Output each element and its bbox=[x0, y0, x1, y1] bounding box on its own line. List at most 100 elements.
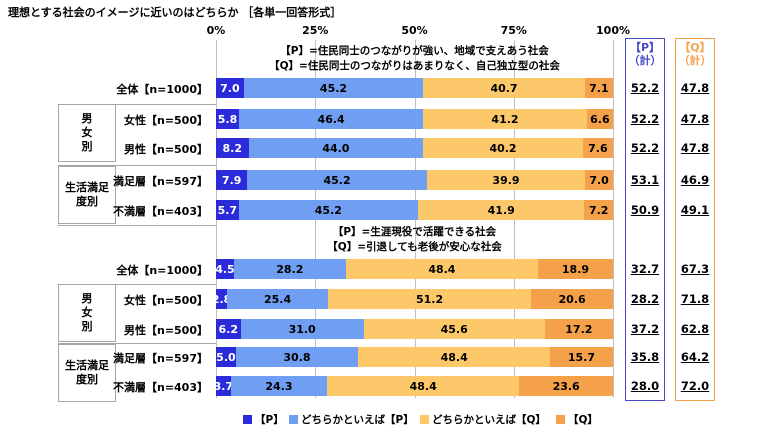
lean-p-segment: 44.0 bbox=[248, 138, 424, 158]
group-label-text: 生活満足度別 bbox=[65, 359, 109, 386]
p-segment: 5.0 bbox=[216, 347, 236, 367]
p-sum-value: 32.7 bbox=[630, 262, 660, 276]
lean-q-segment: 40.7 bbox=[423, 78, 585, 98]
x-tick-label: 0% bbox=[206, 24, 226, 37]
legend-item: どちらかといえば【Q】 bbox=[420, 412, 546, 427]
p-segment: 4.5 bbox=[215, 259, 235, 279]
p-sum-column-box bbox=[625, 38, 665, 401]
q-sum-value: 46.9 bbox=[680, 173, 710, 187]
group-label: 男女別 bbox=[58, 284, 116, 342]
p-segment: 3.7 bbox=[214, 376, 233, 396]
p-sum-column-header: 【P】 （計） bbox=[628, 41, 662, 67]
chart-title: 理想とする社会のイメージに近いのはどちらか ［各単一回答形式］ bbox=[8, 6, 342, 19]
row-label: 不満層【n=403】 bbox=[112, 205, 208, 218]
condition-note: 【P】=生涯現役で活躍できる社会 bbox=[332, 226, 497, 238]
lean-q-segment: 48.4 bbox=[358, 347, 551, 367]
legend-item: 【Q】 bbox=[556, 412, 598, 427]
lean-q-segment: 51.2 bbox=[327, 289, 532, 309]
p-segment: 8.2 bbox=[216, 138, 249, 158]
q-segment: 6.6 bbox=[586, 109, 613, 129]
q-segment: 23.6 bbox=[519, 376, 613, 396]
legend-swatch bbox=[289, 415, 298, 424]
p-sum-value: 28.0 bbox=[630, 379, 660, 393]
q-segment: 20.6 bbox=[531, 289, 613, 309]
separator-line bbox=[58, 343, 216, 344]
q-sum-value: 49.1 bbox=[680, 203, 710, 217]
row-label: 不満層【n=403】 bbox=[112, 381, 208, 394]
p-segment: 5.7 bbox=[216, 200, 239, 220]
q-sum-column-box bbox=[675, 38, 715, 401]
separator-line bbox=[58, 284, 216, 285]
lean-q-segment: 41.2 bbox=[423, 109, 587, 129]
lean-p-segment: 25.4 bbox=[227, 289, 328, 309]
p-sum-value: 50.9 bbox=[630, 203, 660, 217]
q-segment: 7.6 bbox=[582, 138, 613, 158]
row-label: 男性【n=500】 bbox=[123, 324, 208, 337]
lean-q-segment: 39.9 bbox=[426, 170, 586, 190]
x-tick-label: 50% bbox=[401, 24, 428, 37]
lean-q-segment: 45.6 bbox=[363, 319, 545, 339]
x-tick-label: 100% bbox=[596, 24, 630, 37]
separator-line bbox=[58, 104, 216, 105]
q-sum-value: 64.2 bbox=[680, 350, 710, 364]
p-segment: 7.9 bbox=[216, 170, 248, 190]
row-label: 女性【n=500】 bbox=[123, 294, 208, 307]
lean-p-segment: 31.0 bbox=[240, 319, 364, 339]
condition-note: 【Q】=住民同士のつながりはあまりなく、自己独立型の社会 bbox=[269, 60, 560, 72]
legend-item: どちらかといえば【P】 bbox=[289, 412, 414, 427]
legend-item: 【P】 bbox=[243, 412, 284, 427]
row-label: 全体【n=1000】 bbox=[116, 264, 208, 277]
row-label: 全体【n=1000】 bbox=[116, 83, 208, 96]
q-sum-value: 72.0 bbox=[680, 379, 710, 393]
row-label: 満足層【n=597】 bbox=[112, 175, 208, 188]
group-label-text: 生活満足度別 bbox=[65, 181, 109, 208]
legend-label: どちらかといえば【Q】 bbox=[432, 414, 546, 426]
q-segment: 15.7 bbox=[550, 347, 613, 367]
q-segment: 18.9 bbox=[537, 259, 613, 279]
lean-p-segment: 45.2 bbox=[238, 200, 419, 220]
row-label: 男性【n=500】 bbox=[123, 143, 208, 156]
p-sum-value: 52.2 bbox=[630, 112, 660, 126]
group-label-text: 男女別 bbox=[81, 112, 93, 153]
lean-p-segment: 45.2 bbox=[247, 170, 427, 190]
condition-note: 【P】=住民同士のつながりが強い、地域で支えあう社会 bbox=[280, 45, 549, 57]
p-sum-value: 28.2 bbox=[630, 292, 660, 306]
p-segment: 7.0 bbox=[216, 78, 244, 98]
group-label: 生活満足度別 bbox=[58, 166, 116, 224]
q-sum-value: 71.8 bbox=[680, 292, 710, 306]
p-sum-value: 52.2 bbox=[630, 81, 660, 95]
q-segment: 7.2 bbox=[584, 200, 613, 220]
lean-p-segment: 30.8 bbox=[235, 347, 359, 367]
group-label: 生活満足度別 bbox=[58, 344, 116, 402]
lean-q-segment: 41.9 bbox=[418, 200, 585, 220]
lean-q-segment: 40.2 bbox=[423, 138, 583, 158]
p-segment: 5.8 bbox=[216, 109, 240, 129]
group-label-text: 男女別 bbox=[81, 292, 93, 333]
lean-q-segment: 48.4 bbox=[327, 376, 520, 396]
p-sum-value: 37.2 bbox=[630, 322, 660, 336]
q-sum-value: 67.3 bbox=[680, 262, 710, 276]
p-segment: 6.2 bbox=[216, 319, 241, 339]
q-sum-column-header: 【Q】 （計） bbox=[678, 41, 712, 67]
q-sum-value: 47.8 bbox=[680, 141, 710, 155]
condition-note: 【Q】=引退しても老後が安心な社会 bbox=[327, 241, 502, 253]
p-sum-value: 53.1 bbox=[630, 173, 660, 187]
p-segment: 2.8 bbox=[212, 289, 231, 309]
legend-label: 【Q】 bbox=[568, 414, 598, 426]
x-tick-label: 25% bbox=[302, 24, 329, 37]
legend-label: どちらかといえば【P】 bbox=[301, 414, 414, 426]
p-sum-value: 35.8 bbox=[630, 350, 660, 364]
lean-p-segment: 28.2 bbox=[233, 259, 346, 279]
q-segment: 17.2 bbox=[544, 319, 613, 339]
q-sum-value: 62.8 bbox=[680, 322, 710, 336]
row-label: 女性【n=500】 bbox=[123, 114, 208, 127]
q-segment: 7.0 bbox=[585, 170, 613, 190]
legend-swatch bbox=[243, 415, 252, 424]
q-sum-value: 47.8 bbox=[680, 112, 710, 126]
q-sum-value: 47.8 bbox=[680, 81, 710, 95]
separator-line bbox=[58, 225, 216, 226]
legend-label: 【P】 bbox=[255, 414, 284, 426]
lean-p-segment: 46.4 bbox=[239, 109, 424, 129]
p-sum-value: 52.2 bbox=[630, 141, 660, 155]
group-label: 男女別 bbox=[58, 104, 116, 162]
